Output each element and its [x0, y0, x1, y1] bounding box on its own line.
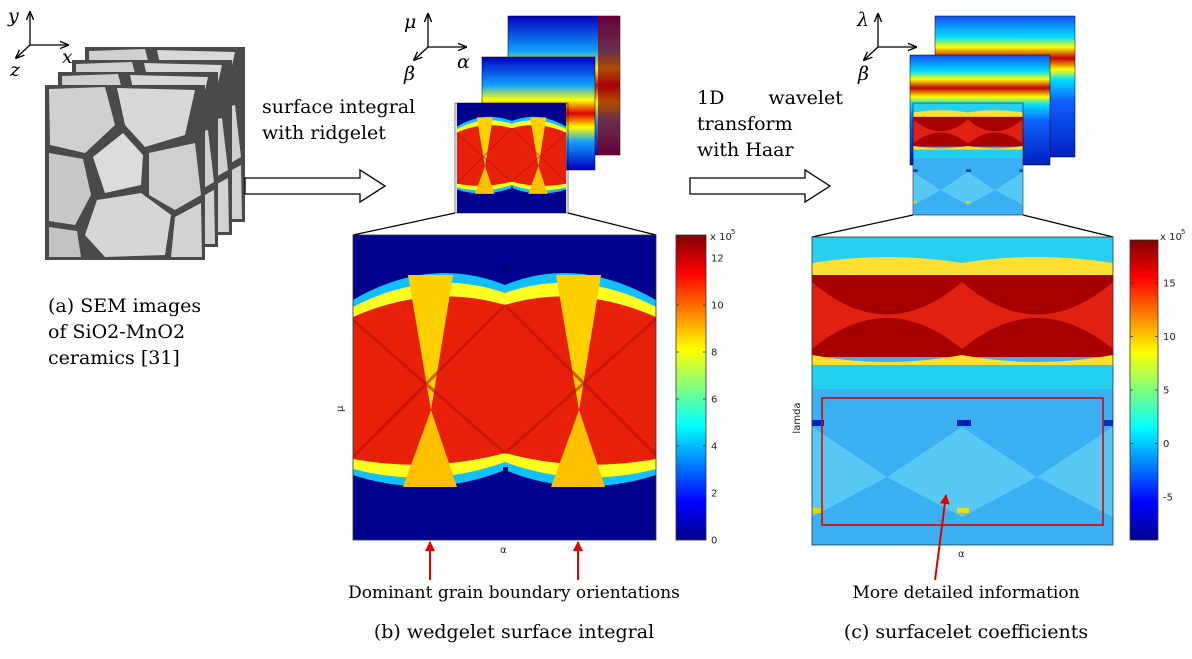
figure: y x z (a) SEM images of SiO2-MnO2 cerami… [0, 0, 1192, 655]
page: Surfacelet figure html, body { margin: 0… [0, 0, 1192, 655]
colorbar-exponent: 5 [731, 228, 735, 236]
caption-line: ceramics [31] [48, 347, 180, 369]
zoom-line [353, 213, 455, 235]
colorbar-multiplier: x 10 [1160, 232, 1182, 243]
colorbar-tick-label: 0 [1163, 439, 1169, 450]
colorbar-tick-label: 6 [711, 395, 717, 406]
caption: (b) wedgelet surface integral [374, 621, 654, 643]
heatmap-b [353, 235, 656, 540]
axis-label: y [7, 5, 19, 27]
colorbar-tick-label: -5 [1163, 493, 1173, 504]
colorbar-tick-label: 8 [711, 348, 717, 359]
axis-label: β [403, 63, 415, 85]
heatmap-c [812, 237, 1113, 545]
colorbar-multiplier: x 10 [710, 232, 732, 243]
arrow-label: 1D wavelet [697, 87, 843, 109]
axis-label: λ [856, 9, 869, 31]
heatmap-stack-b [455, 16, 620, 213]
y-axis-label: μ [335, 405, 346, 412]
body: { "panel_a": { "axes": {"y": "y", "x": "… [0, 0, 1192, 655]
caption-line: (a) SEM images [48, 295, 201, 317]
sem-stack [45, 47, 245, 260]
annotation: More detailed information [852, 583, 1079, 603]
caption-line: of SiO2-MnO2 [48, 321, 185, 343]
colorbar-tick-label: 12 [711, 254, 724, 265]
heatmap-stack-c [910, 16, 1075, 215]
zoom-line [812, 215, 913, 237]
process-arrow [690, 170, 830, 202]
colorbar-tick-label: 10 [711, 301, 724, 312]
y-axis-label: lamda [792, 402, 803, 433]
axes-icon-c [864, 14, 916, 60]
colorbar-tick-label: 10 [1163, 332, 1176, 343]
process-arrow [245, 170, 385, 202]
colorbar-tick-label: 4 [711, 442, 717, 453]
colorbar [1130, 240, 1158, 540]
colorbar-tick-label: 5 [1163, 386, 1169, 397]
colorbar-tick-label: 2 [711, 489, 717, 500]
axis-label: β [857, 63, 869, 85]
arrow-label: surface integral [262, 96, 415, 118]
axes-icon-a [16, 12, 68, 58]
arrow-label: transform [697, 113, 793, 135]
zoom-line [1023, 215, 1113, 237]
colorbar-exponent: 5 [1181, 228, 1185, 236]
x-axis-label: α [500, 545, 507, 556]
colorbar-tick-label: 15 [1163, 279, 1176, 290]
colorbar [676, 235, 706, 540]
axis-label: z [9, 59, 21, 81]
zoom-line [568, 213, 656, 235]
arrow-label: with ridgelet [262, 122, 386, 144]
x-axis-label: α [958, 549, 965, 560]
colorbar-tick-label: 0 [711, 536, 717, 547]
axis-label: μ [404, 11, 416, 33]
caption: (c) surfacelet coefficients [844, 621, 1088, 643]
axis-label: x [62, 46, 73, 68]
arrow-label: with Haar [697, 139, 794, 161]
annotation: Dominant grain boundary orientations [348, 583, 680, 603]
axis-label: α [457, 51, 470, 73]
